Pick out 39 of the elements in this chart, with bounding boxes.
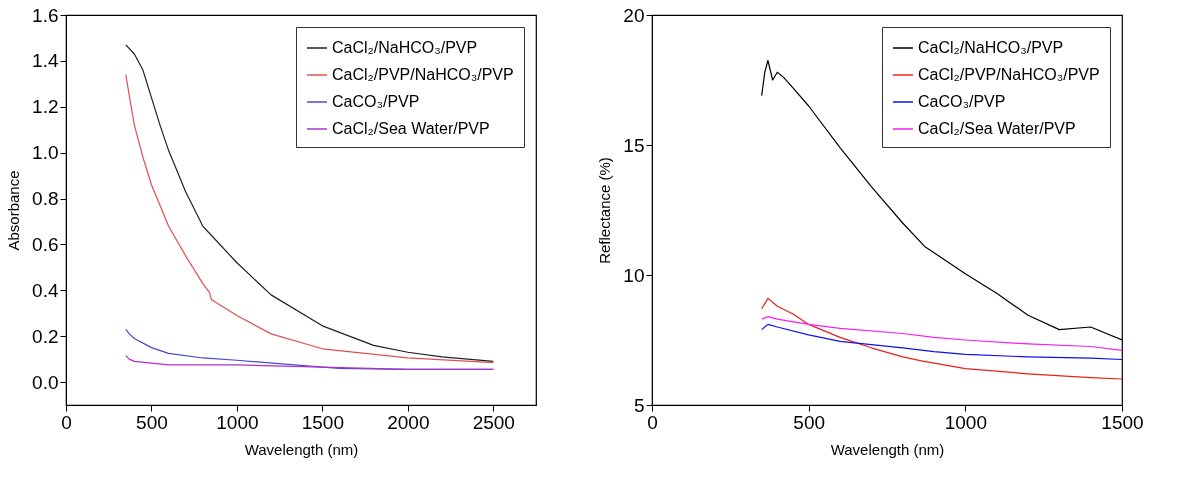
x-axis-title: Wavelength (nm) — [830, 440, 945, 458]
legend-label: CaCl₂/Sea Water/PVP — [918, 120, 1076, 137]
x-tick-label: 2500 — [472, 411, 515, 433]
x-tick-label: 0 — [647, 411, 658, 433]
x-tick-label: 1000 — [216, 411, 259, 433]
y-tick-label: 20 — [623, 4, 645, 26]
legend-label: CaCl₂/PVP/NaHCO₃/PVP — [918, 66, 1100, 83]
y-tick-label: 0.0 — [32, 371, 59, 393]
legend-label: CaCl₂/PVP/NaHCO₃/PVP — [332, 66, 514, 83]
y-axis-title: Reflectance (%) — [596, 157, 614, 264]
y-tick-label: 1.6 — [32, 4, 59, 26]
y-tick-label: 1.0 — [32, 142, 59, 164]
legend-label: CaCl₂/Sea Water/PVP — [332, 120, 490, 137]
line-series — [761, 297, 1122, 380]
x-tick-label: 2000 — [387, 411, 430, 433]
y-tick-label: 1.2 — [32, 96, 59, 118]
x-tick-label: 1500 — [301, 411, 344, 433]
x-axis-title: Wavelength (nm) — [244, 440, 359, 458]
y-tick-label: 5 — [633, 394, 645, 416]
x-tick-label: 500 — [793, 411, 826, 433]
line-series — [761, 316, 1122, 351]
x-tick-label: 1000 — [944, 411, 987, 433]
y-axis-title: Absorbance — [5, 170, 23, 251]
y-tick-label: 10 — [623, 264, 645, 286]
x-tick-label: 500 — [136, 411, 168, 433]
y-tick-label: 0.6 — [32, 233, 59, 255]
y-tick-label: 0.4 — [32, 279, 59, 301]
x-tick-label: 0 — [61, 411, 72, 433]
legend-label: CaCl₂/NaHCO₃/PVP — [918, 39, 1064, 56]
x-tick-label: 1500 — [1101, 411, 1144, 433]
y-tick-label: 1.4 — [32, 50, 59, 72]
y-tick-label: 0.2 — [32, 325, 59, 347]
line-series — [761, 323, 1122, 361]
y-tick-label: 15 — [623, 134, 645, 156]
legend-label: CaCO₃/PVP — [918, 93, 1006, 110]
line-series — [125, 355, 494, 371]
y-tick-label: 0.8 — [32, 188, 59, 210]
legend-label: CaCO₃/PVP — [332, 93, 420, 110]
legend-label: CaCl₂/NaHCO₃/PVP — [332, 39, 478, 56]
